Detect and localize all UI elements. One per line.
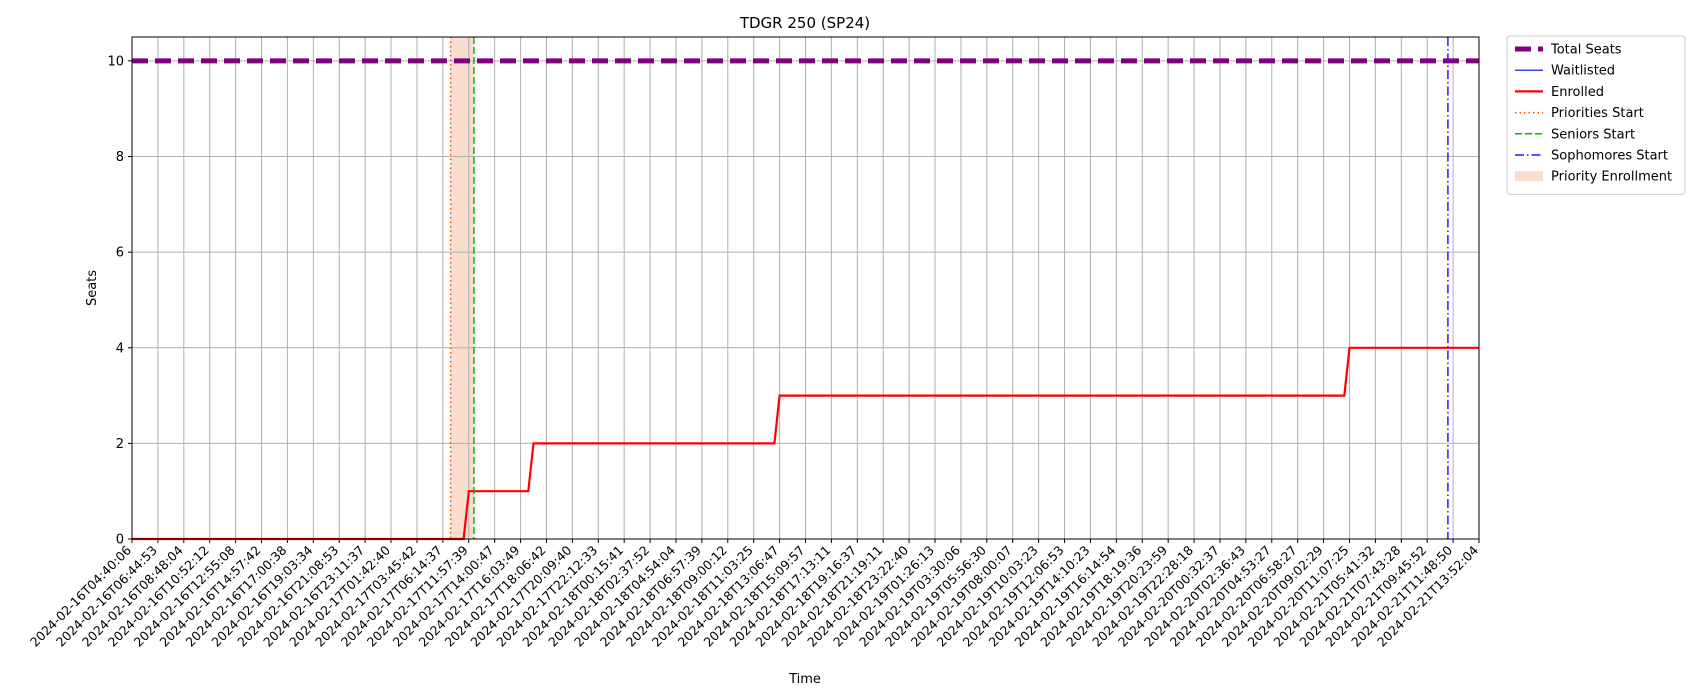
y-tick-label: 2 (116, 437, 124, 452)
legend-label: Total Seats (1550, 43, 1622, 58)
x-axis-label: Time (788, 672, 821, 687)
y-tick-label: 4 (116, 341, 124, 356)
legend: Total Seats Waitlisted Enrolled Priorities … (1506, 35, 1686, 195)
legend-label: Seniors Start (1551, 127, 1635, 142)
y-tick-label: 6 (116, 246, 124, 261)
plot-area: 2024-02-16T04:40:062024-02-16T06:44:5320… (27, 36, 1481, 650)
chart-title: TDGR 250 (SP24) (739, 14, 870, 32)
y-tick-label: 0 (116, 533, 124, 548)
legend-label: Priorities Start (1551, 106, 1644, 121)
legend-box (1506, 35, 1686, 195)
legend-label: Enrolled (1551, 85, 1604, 100)
axes-frame (131, 36, 1480, 540)
y-tick-label: 8 (116, 150, 124, 165)
legend-label: Sophomores Start (1551, 149, 1668, 164)
y-axis-label: Seats (85, 270, 100, 306)
y-tick-label: 10 (107, 54, 124, 69)
shaded-region-priority-enrollment (450, 37, 474, 539)
legend-swatch (1515, 171, 1543, 182)
series-line-enrolled (132, 346, 1479, 541)
legend-label: Waitlisted (1551, 64, 1615, 79)
legend-label: Priority Enrollment (1551, 170, 1672, 185)
